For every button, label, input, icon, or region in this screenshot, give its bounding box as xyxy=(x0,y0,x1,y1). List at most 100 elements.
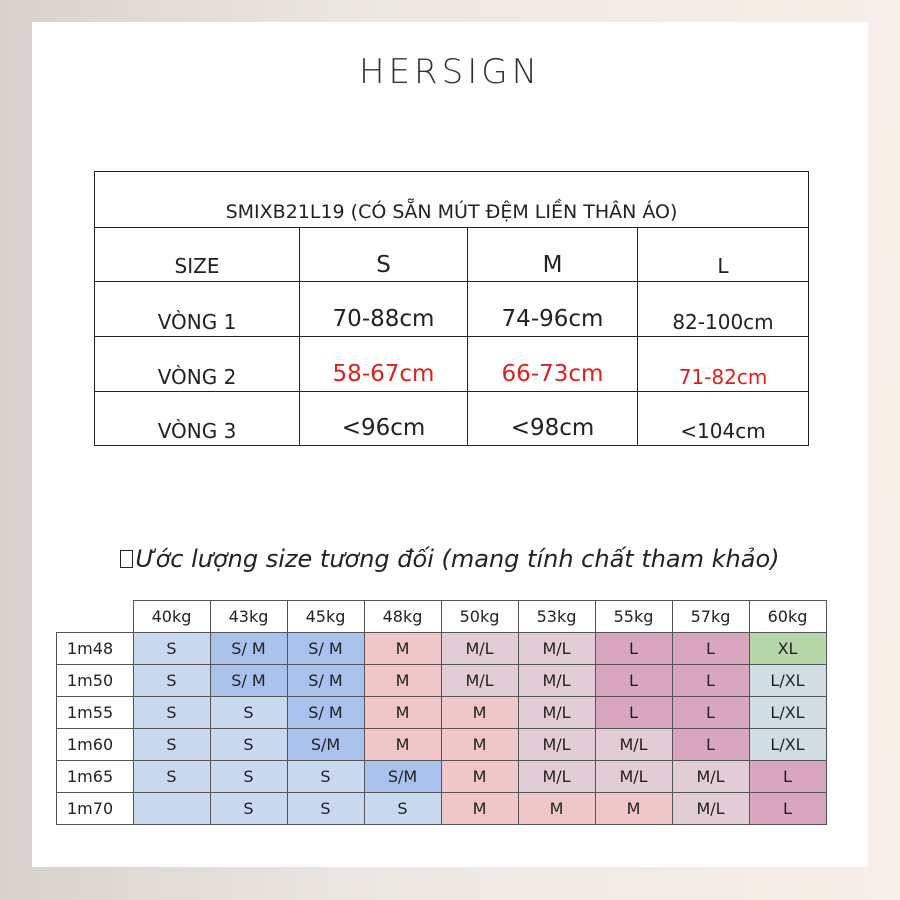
size-cell xyxy=(132,792,211,825)
size-cell: S/M xyxy=(286,728,365,761)
size-cell: S xyxy=(363,792,442,825)
size-cell: L xyxy=(594,632,673,665)
weight-header-row: 40kg 43kg 45kg 48kg 50kg 53kg 55kg 57kg … xyxy=(56,600,827,633)
size-cell: S/ M xyxy=(209,632,288,665)
spec-row-vong1: VÒNG 1 70-88cm 74-96cm 82-100cm xyxy=(95,282,808,337)
size-cell: S xyxy=(209,696,288,729)
table-corner xyxy=(56,600,134,633)
size-cell: M xyxy=(440,728,519,761)
size-cell: S xyxy=(209,792,288,825)
size-cell: L/XL xyxy=(748,664,827,697)
spec-row-label: VÒNG 1 xyxy=(95,282,300,336)
height-label: 1m60 xyxy=(56,728,134,761)
spec-row-label: VÒNG 2 xyxy=(95,337,300,391)
size-spec-table: SMIXB21L19 (CÓ SẴN MÚT ĐỆM LIỀN THÂN ÁO)… xyxy=(94,171,809,446)
size-cell: M/L xyxy=(517,664,596,697)
size-cell: M xyxy=(517,792,596,825)
size-cell: M xyxy=(594,792,673,825)
size-cell: L xyxy=(671,632,750,665)
size-cell: M xyxy=(440,696,519,729)
spec-value: 70-88cm xyxy=(300,282,468,336)
size-cell: L xyxy=(748,792,827,825)
size-cell: M xyxy=(440,760,519,793)
table-row: 1m70 S S S M M M M/L L xyxy=(56,792,827,825)
size-cell: M xyxy=(363,632,442,665)
spec-value: <104cm xyxy=(680,419,766,443)
size-cell: S/ M xyxy=(286,664,365,697)
size-cell: M/L xyxy=(517,728,596,761)
weight-header: 45kg xyxy=(286,600,365,633)
size-cell: S xyxy=(209,728,288,761)
size-estimate-table: 40kg 43kg 45kg 48kg 50kg 53kg 55kg 57kg … xyxy=(56,600,827,825)
weight-header: 53kg xyxy=(517,600,596,633)
spec-row-vong3: VÒNG 3 <96cm <98cm <104cm xyxy=(95,392,808,445)
size-cell: L xyxy=(671,696,750,729)
height-label: 1m48 xyxy=(56,632,134,665)
weight-header: 60kg xyxy=(748,600,827,633)
weight-header: 40kg xyxy=(132,600,211,633)
size-cell: S xyxy=(286,760,365,793)
size-cell: M/L xyxy=(594,760,673,793)
table-row: 1m55 S S S/ M M M M/L L L L/XL xyxy=(56,696,827,729)
height-label: 1m50 xyxy=(56,664,134,697)
checkbox-glyph-icon xyxy=(120,550,134,568)
size-cell: M xyxy=(363,664,442,697)
height-label: 1m65 xyxy=(56,760,134,793)
spec-value-highlight: 66-73cm xyxy=(468,337,638,391)
size-cell: S xyxy=(132,728,211,761)
size-cell: L xyxy=(594,696,673,729)
size-cell: S xyxy=(132,696,211,729)
size-cell: M/L xyxy=(517,696,596,729)
spec-header-size: SIZE xyxy=(95,228,300,281)
size-cell: M xyxy=(440,792,519,825)
size-cell: S/ M xyxy=(286,696,365,729)
spec-value-highlight: 71-82cm xyxy=(678,365,768,389)
table-row: 1m60 S S S/M M M M/L M/L L L/XL xyxy=(56,728,827,761)
weight-header: 48kg xyxy=(363,600,442,633)
size-cell: S/ M xyxy=(209,664,288,697)
spec-value-highlight: 58-67cm xyxy=(300,337,468,391)
weight-header: 43kg xyxy=(209,600,288,633)
size-cell: L xyxy=(671,728,750,761)
height-label: 1m55 xyxy=(56,696,134,729)
size-cell: XL xyxy=(748,632,827,665)
estimate-subtitle: Ước lượng size tương đối (mang tính chất… xyxy=(0,545,900,573)
size-cell: S xyxy=(132,632,211,665)
size-cell: L xyxy=(671,664,750,697)
size-cell: M xyxy=(363,728,442,761)
size-cell: S xyxy=(209,760,288,793)
size-cell: S xyxy=(286,792,365,825)
size-cell: M/L xyxy=(517,632,596,665)
spec-header-m: M xyxy=(468,228,638,281)
weight-header: 50kg xyxy=(440,600,519,633)
size-cell: S xyxy=(132,664,211,697)
spec-value: <96cm xyxy=(300,392,468,445)
size-cell: M/L xyxy=(594,728,673,761)
spec-header-s: S xyxy=(300,228,468,281)
height-label: 1m70 xyxy=(56,792,134,825)
size-cell: M/L xyxy=(671,792,750,825)
size-cell: S/M xyxy=(363,760,442,793)
size-cell: L xyxy=(594,664,673,697)
table-row: 1m48 S S/ M S/ M M M/L M/L L L XL xyxy=(56,632,827,665)
size-cell: S/ M xyxy=(286,632,365,665)
spec-table-title: SMIXB21L19 (CÓ SẴN MÚT ĐỆM LIỀN THÂN ÁO) xyxy=(95,172,808,228)
spec-value: 74-96cm xyxy=(468,282,638,336)
table-row: 1m65 S S S S/M M M/L M/L M/L L xyxy=(56,760,827,793)
weight-header: 57kg xyxy=(671,600,750,633)
size-cell: S xyxy=(132,760,211,793)
spec-value: <98cm xyxy=(468,392,638,445)
size-cell: M/L xyxy=(440,632,519,665)
size-cell: L xyxy=(748,760,827,793)
size-cell: L/XL xyxy=(748,728,827,761)
spec-row-vong2: VÒNG 2 58-67cm 66-73cm 71-82cm xyxy=(95,337,808,392)
table-row: 1m50 S S/ M S/ M M M/L M/L L L L/XL xyxy=(56,664,827,697)
size-cell: M/L xyxy=(517,760,596,793)
spec-header-l: L xyxy=(717,254,729,278)
estimate-subtitle-text: Ước lượng size tương đối (mang tính chất… xyxy=(135,545,780,573)
size-cell: M/L xyxy=(440,664,519,697)
spec-row-label: VÒNG 3 xyxy=(95,392,300,445)
weight-header: 55kg xyxy=(594,600,673,633)
brand-logo: HERSIGN xyxy=(358,52,542,92)
spec-header-row: SIZE S M L xyxy=(95,228,808,282)
